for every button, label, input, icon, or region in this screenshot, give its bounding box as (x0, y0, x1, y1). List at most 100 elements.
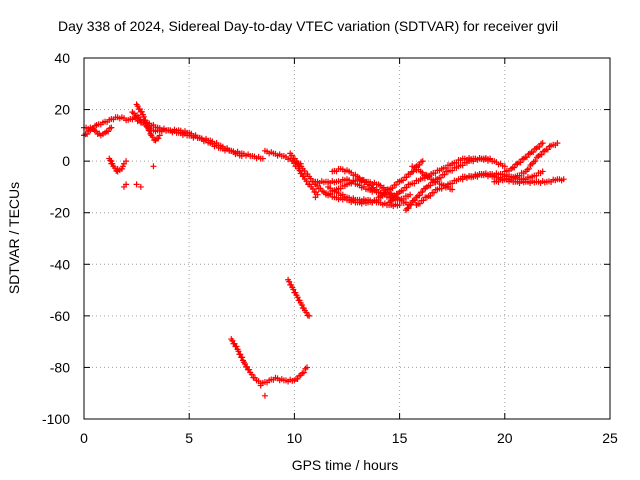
data-point-scattered (133, 181, 140, 188)
x-axis-label: GPS time / hours (292, 457, 399, 473)
data-point-track-u (530, 149, 537, 156)
data-point-scattered (257, 382, 264, 389)
data-point-track-e (138, 108, 145, 115)
data-point-track-w (286, 278, 293, 285)
data-point-scattered (114, 165, 121, 172)
data-point-track-v (300, 369, 307, 376)
data-point-track-w (294, 294, 301, 301)
data-point-track-s (560, 176, 567, 183)
data-point-track-w (298, 301, 305, 308)
x-tick-label: 0 (80, 430, 88, 446)
data-point-scattered (150, 163, 157, 170)
data-point-track-u (536, 143, 543, 150)
data-point-track-v (233, 343, 240, 350)
data-point-scattered (108, 158, 115, 165)
data-point-scattered (137, 183, 144, 190)
data-point-track-e (146, 127, 153, 134)
data-point-track-a (84, 130, 91, 137)
data-point-track-d (259, 155, 266, 162)
data-point-track-t (554, 140, 561, 147)
chart-title: Day 338 of 2024, Sidereal Day-to-day VTE… (58, 18, 558, 34)
data-point-track-u (517, 159, 524, 166)
data-point-track-v (246, 366, 253, 373)
data-point-track-q (539, 168, 546, 175)
data-point-track-q (416, 200, 423, 207)
data-point-track-i (290, 160, 297, 167)
axis-ticks: 0 5 10 15 20 25 -100 -80 -60 -40 -20 0 20 40 (42, 50, 618, 446)
data-point-track-v (294, 375, 301, 382)
data-point-track-t (525, 165, 532, 172)
data-point-track-p (487, 155, 494, 162)
data-point-track-n (419, 158, 426, 165)
data-point-track-q (427, 192, 434, 199)
data-point-track-u (523, 154, 530, 161)
data-point-track-v (304, 364, 311, 371)
data-point-track-p (416, 192, 423, 199)
y-tick-label: -40 (50, 256, 70, 272)
data-point-track-n (403, 174, 410, 181)
y-tick-label: 40 (54, 50, 70, 66)
y-axis-label: SDTVAR / TECUs (6, 182, 22, 294)
data-point-track-v (239, 354, 246, 361)
x-tick-label: 15 (392, 430, 408, 446)
x-tick-label: 25 (602, 430, 618, 446)
data-point-track-t (544, 146, 551, 153)
data-point-track-n (400, 177, 407, 184)
data-point-scattered (312, 194, 319, 201)
data-points (81, 101, 567, 399)
x-tick-label: 10 (287, 430, 303, 446)
data-point-track-o (501, 163, 508, 170)
data-point-track-f (238, 152, 245, 159)
data-point-track-v (248, 371, 255, 378)
data-point-track-i (303, 178, 310, 185)
data-point-track-p (441, 171, 448, 178)
data-point-track-e (156, 132, 163, 139)
data-point-track-n (379, 192, 386, 199)
data-point-track-v (235, 348, 242, 355)
data-point-track-h (307, 175, 314, 182)
plot-frame (83, 57, 611, 420)
data-point-track-m (407, 191, 414, 198)
y-tick-label: 0 (62, 153, 70, 169)
data-point-track-r (449, 186, 456, 193)
data-point-track-p (408, 201, 415, 208)
data-point-track-p (405, 205, 412, 212)
data-point-track-e (144, 124, 151, 131)
grid-lines (84, 58, 610, 419)
y-tick-label: -20 (50, 205, 70, 221)
data-point-track-i (309, 185, 316, 192)
y-tick-label: -80 (50, 359, 70, 375)
data-point-track-u (539, 140, 546, 147)
data-point-track-q (430, 189, 437, 196)
data-point-track-n (389, 185, 396, 192)
data-point-track-t (532, 158, 539, 165)
data-point-track-e (140, 113, 147, 120)
y-tick-label: 20 (54, 102, 70, 118)
data-point-track-p (419, 188, 426, 195)
data-point-track-b (108, 124, 115, 131)
data-point-track-o (389, 197, 396, 204)
data-point-track-d (137, 116, 144, 123)
data-point-scattered (123, 181, 130, 188)
data-point-track-c (107, 157, 114, 164)
data-point-track-i (300, 173, 307, 180)
data-point-track-n (410, 168, 417, 175)
data-point-track-q (420, 197, 427, 204)
x-tick-label: 5 (185, 430, 193, 446)
data-point-track-t (538, 151, 545, 158)
data-point-track-o (400, 187, 407, 194)
data-point-track-n (393, 181, 400, 188)
x-tick-label: 20 (497, 430, 513, 446)
data-point-track-l (396, 201, 403, 208)
data-point-track-n (416, 161, 423, 168)
data-point-track-p (427, 182, 434, 189)
y-tick-label: -60 (50, 308, 70, 324)
data-point-track-b (105, 128, 112, 135)
data-point-track-v (237, 351, 244, 358)
data-point-track-h (288, 152, 295, 159)
data-point-track-w (306, 312, 313, 319)
data-point-scattered (261, 392, 268, 399)
data-point-track-u (511, 164, 518, 171)
data-point-track-w (290, 286, 297, 293)
